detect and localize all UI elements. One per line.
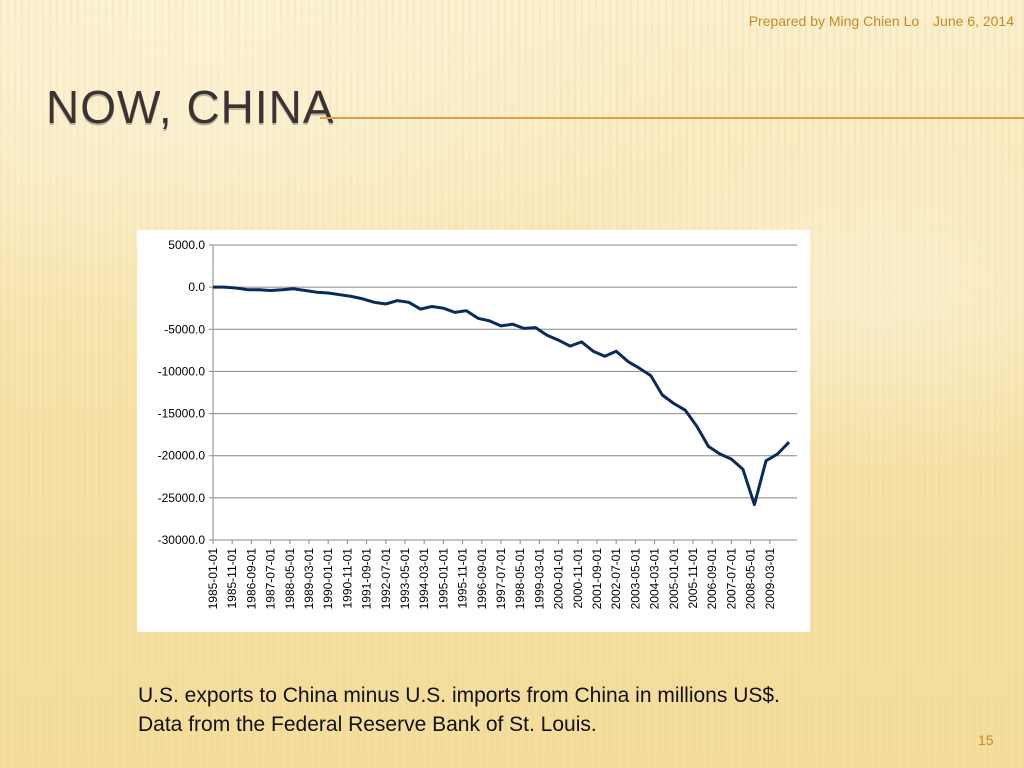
x-tick-label: 2005-11-01 (686, 548, 700, 609)
x-tick-label: 1991-09-01 (360, 548, 374, 610)
x-tick-label: 2008-05-01 (744, 548, 758, 610)
x-tick-label: 2000-01-01 (552, 548, 566, 610)
trade-balance-line (213, 285, 791, 507)
y-tick-label: -20000.0 (158, 449, 206, 463)
y-tick-label: -25000.0 (158, 491, 206, 505)
y-tick-label: 5000.0 (168, 238, 205, 252)
x-tick-label: 1990-01-01 (321, 548, 335, 610)
x-tick-label: 2006-09-01 (705, 548, 719, 610)
x-tick-label: 1993-05-01 (398, 548, 412, 610)
chart-container: 5000.0 0.0 -5000.0 -10000.0 -15000.0 -20000.0… (137, 230, 810, 632)
slide-header: Prepared by Ming Chien Lo June 6, 2014 (0, 13, 1024, 29)
slide-title: Now, China (46, 81, 335, 133)
x-tick-label: 2007-07-01 (724, 548, 738, 610)
x-tick-label: 1985-11-01 (225, 548, 239, 609)
x-tick-label: 2001-09-01 (590, 548, 604, 610)
x-tick-label: 1997-07-01 (494, 548, 508, 610)
x-tick-label: 1994-03-01 (417, 548, 431, 610)
x-tick-label: 1996-09-01 (475, 548, 489, 610)
title-divider (320, 117, 1024, 119)
x-tick-label: 2005-01-01 (667, 548, 681, 610)
x-tick-label: 1987-07-01 (264, 548, 278, 610)
line-chart: 5000.0 0.0 -5000.0 -10000.0 -15000.0 -20000.0… (158, 238, 797, 610)
y-tick-label: 0.0 (188, 280, 205, 294)
x-tick-label: 1988-05-01 (283, 548, 297, 610)
slide-date: June 6, 2014 (933, 13, 1014, 29)
y-tick-label: -30000.0 (158, 533, 206, 547)
x-tick-label: 1990-11-01 (340, 548, 354, 609)
x-tick-label: 1992-07-01 (379, 548, 393, 610)
y-tick-label: -10000.0 (158, 364, 206, 378)
x-tick-label: 1989-03-01 (302, 548, 316, 610)
x-tick-label: 2009-03-01 (763, 548, 777, 610)
x-tick-label: 1995-11-01 (456, 548, 470, 609)
x-tick-label: 1995-01-01 (436, 548, 450, 610)
x-tick-label: 2003-05-01 (628, 548, 642, 610)
author-note: Prepared by Ming Chien Lo (748, 13, 920, 29)
y-tick-label: -15000.0 (158, 407, 206, 421)
x-tick-label: 2002-07-01 (609, 548, 623, 610)
x-tick-label: 1999-03-01 (532, 548, 546, 610)
slide-caption: U.S. exports to China minus U.S. imports… (138, 684, 780, 736)
y-tick-label: -5000.0 (164, 322, 205, 336)
x-tick-label: 2004-03-01 (648, 548, 662, 610)
x-tick-label: 1998-05-01 (513, 548, 527, 610)
x-tick-label: 1985-01-01 (206, 548, 220, 610)
x-tick-label: 2000-11-01 (571, 548, 585, 609)
x-tick-label: 1986-09-01 (244, 548, 258, 610)
page-number: 15 (978, 732, 994, 748)
